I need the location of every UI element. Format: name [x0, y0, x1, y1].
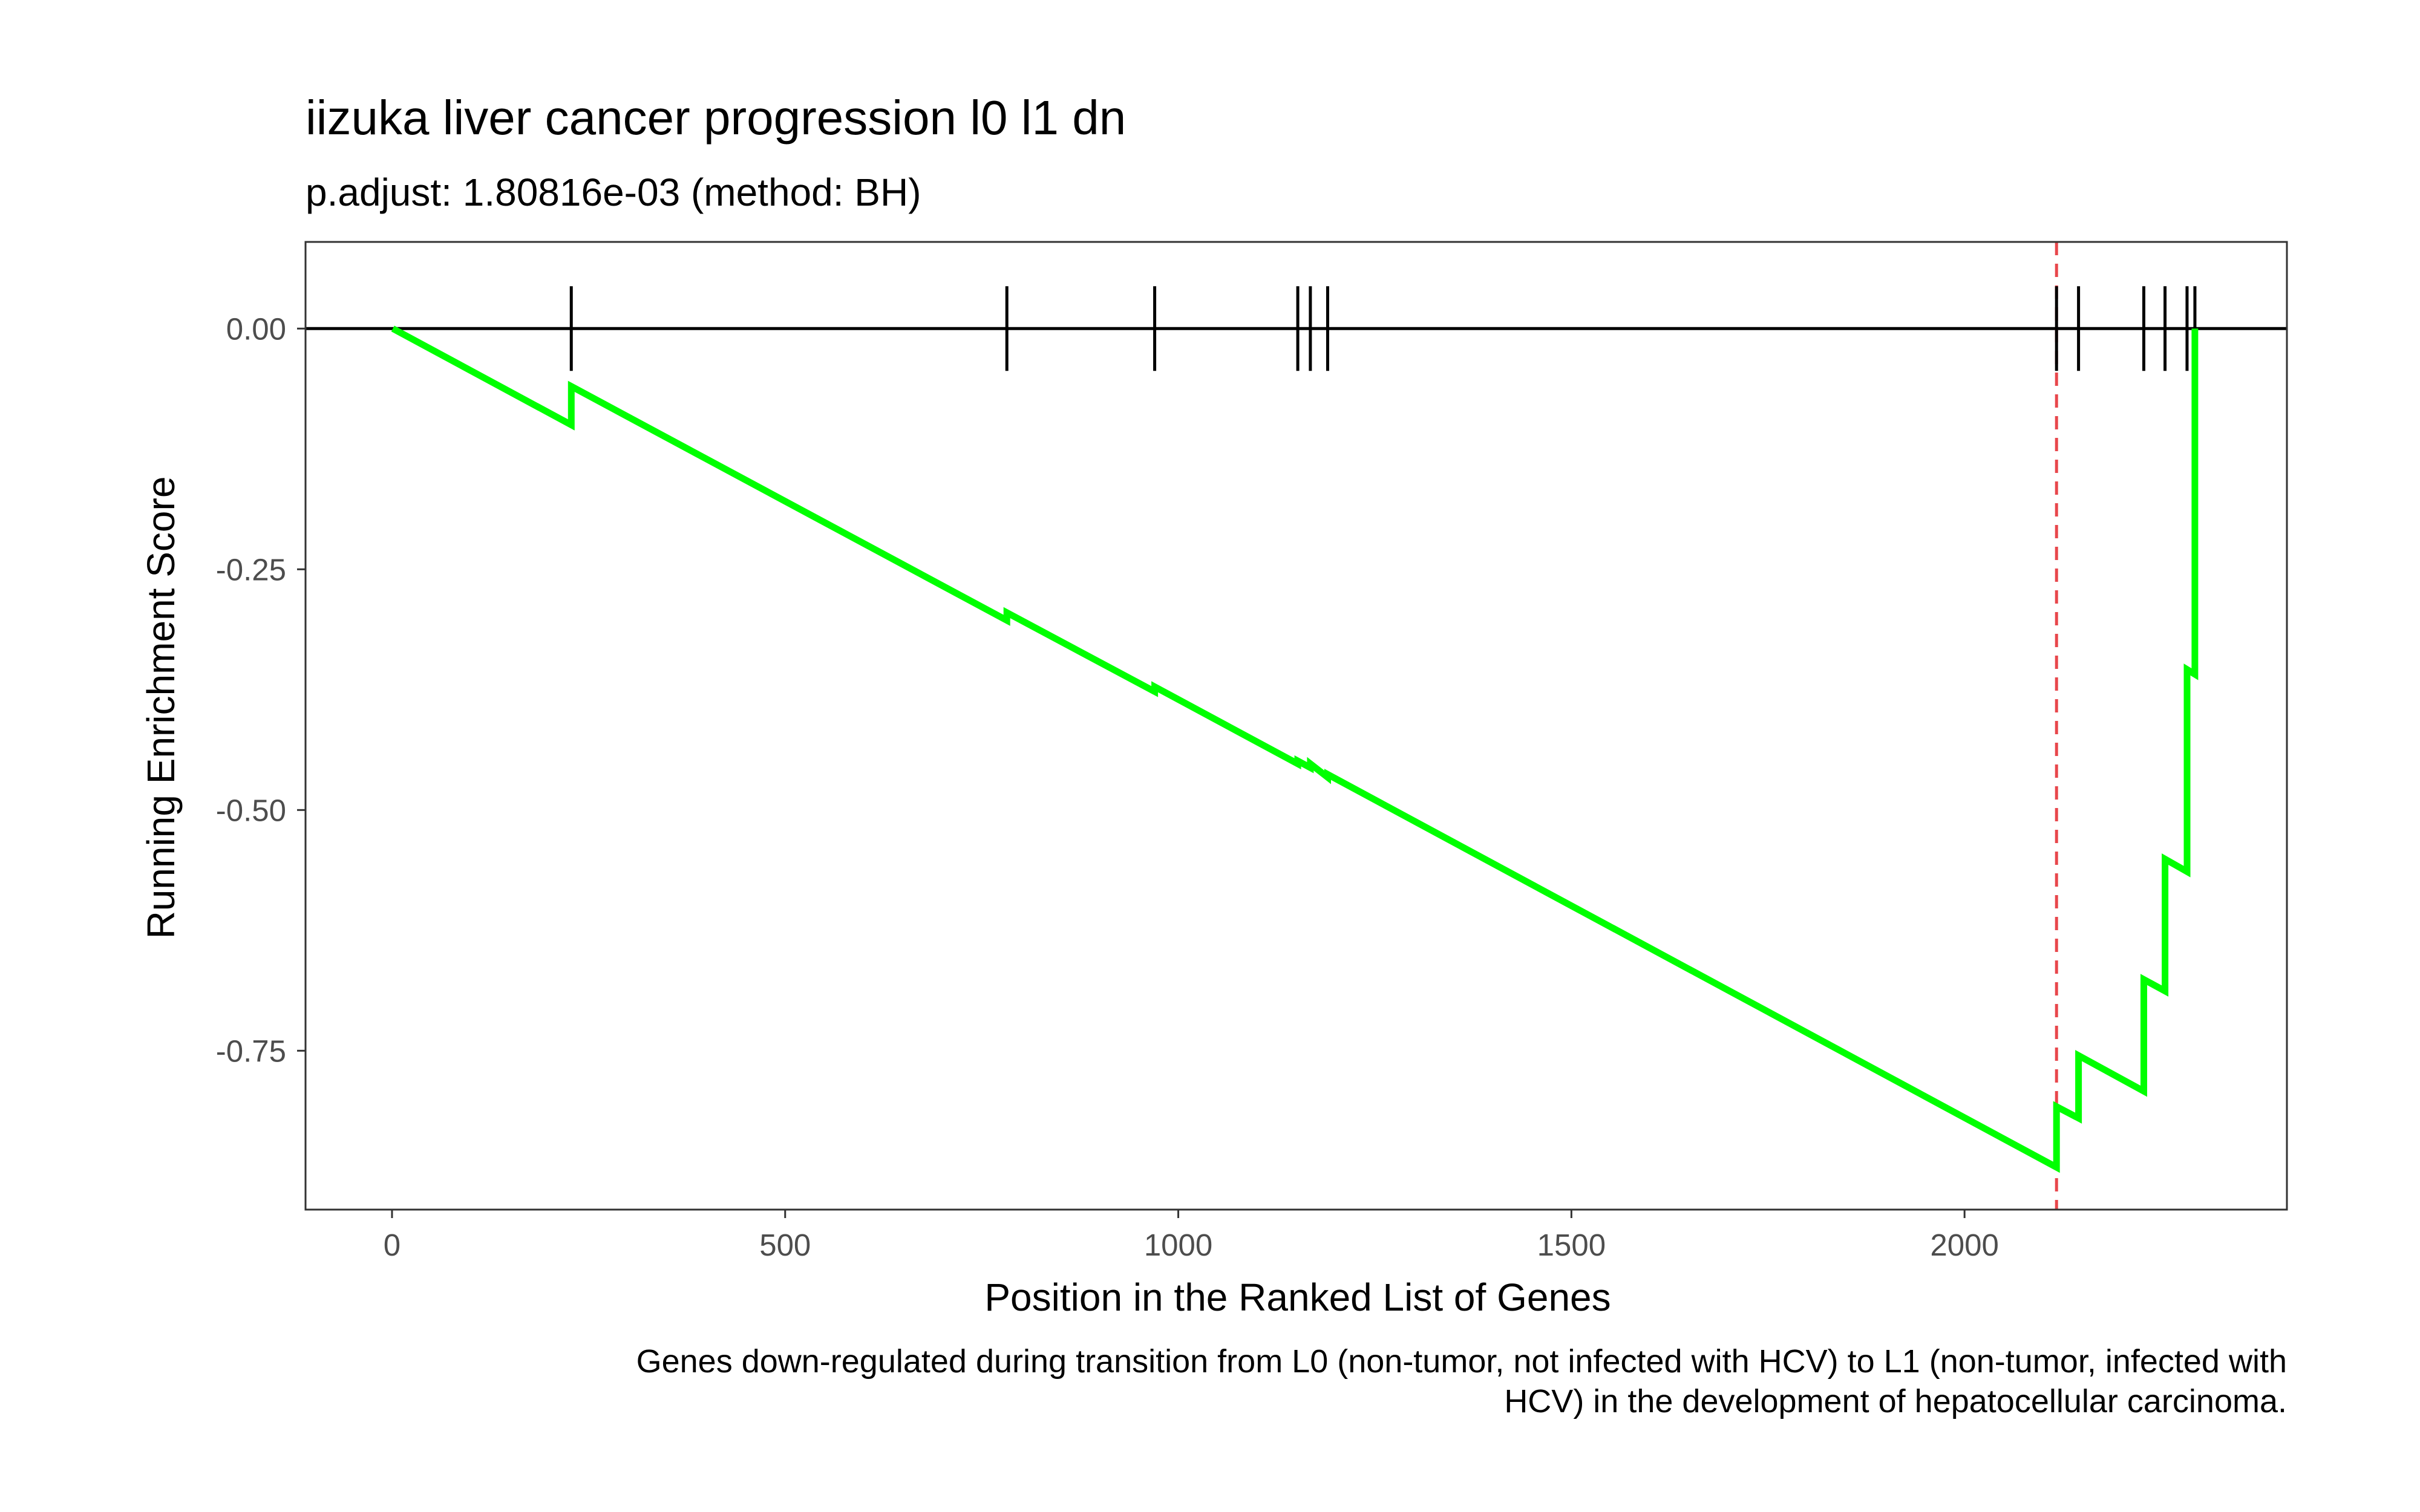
- panel-background: [306, 242, 2287, 1210]
- running-score-line: [391, 325, 2199, 1173]
- y-axis-title: Running Enrichment Score: [139, 477, 183, 939]
- caption-line-1: Genes down-regulated during transition f…: [636, 1343, 2287, 1380]
- x-tick-label: 1500: [1537, 1228, 1606, 1262]
- chart-subtitle: p.adjust: 1.80816e-03 (method: BH): [306, 171, 921, 214]
- caption-line-2: HCV) in the development of hepatocellula…: [1504, 1383, 2287, 1419]
- x-tick-label: 0: [384, 1228, 401, 1262]
- x-tick-label: 500: [759, 1228, 811, 1262]
- panel-border: [304, 241, 2288, 1211]
- x-tick-label: 2000: [1930, 1228, 1998, 1262]
- y-axis: 0.00 -0.25 -0.50 -0.75: [216, 311, 306, 1068]
- y-tick-label: -0.75: [216, 1034, 286, 1068]
- y-tick-label: -0.25: [216, 552, 286, 587]
- x-axis-title: Position in the Ranked List of Genes: [984, 1276, 1611, 1319]
- y-tick-label: 0.00: [226, 311, 286, 346]
- plot-area: [304, 241, 2288, 1211]
- x-axis: 0 500 1000 1500 2000: [384, 1210, 1999, 1262]
- chart-title: iizuka liver cancer progression l0 l1 dn: [306, 91, 1126, 145]
- y-tick-label: -0.50: [216, 793, 286, 827]
- x-tick-label: 1000: [1144, 1228, 1212, 1262]
